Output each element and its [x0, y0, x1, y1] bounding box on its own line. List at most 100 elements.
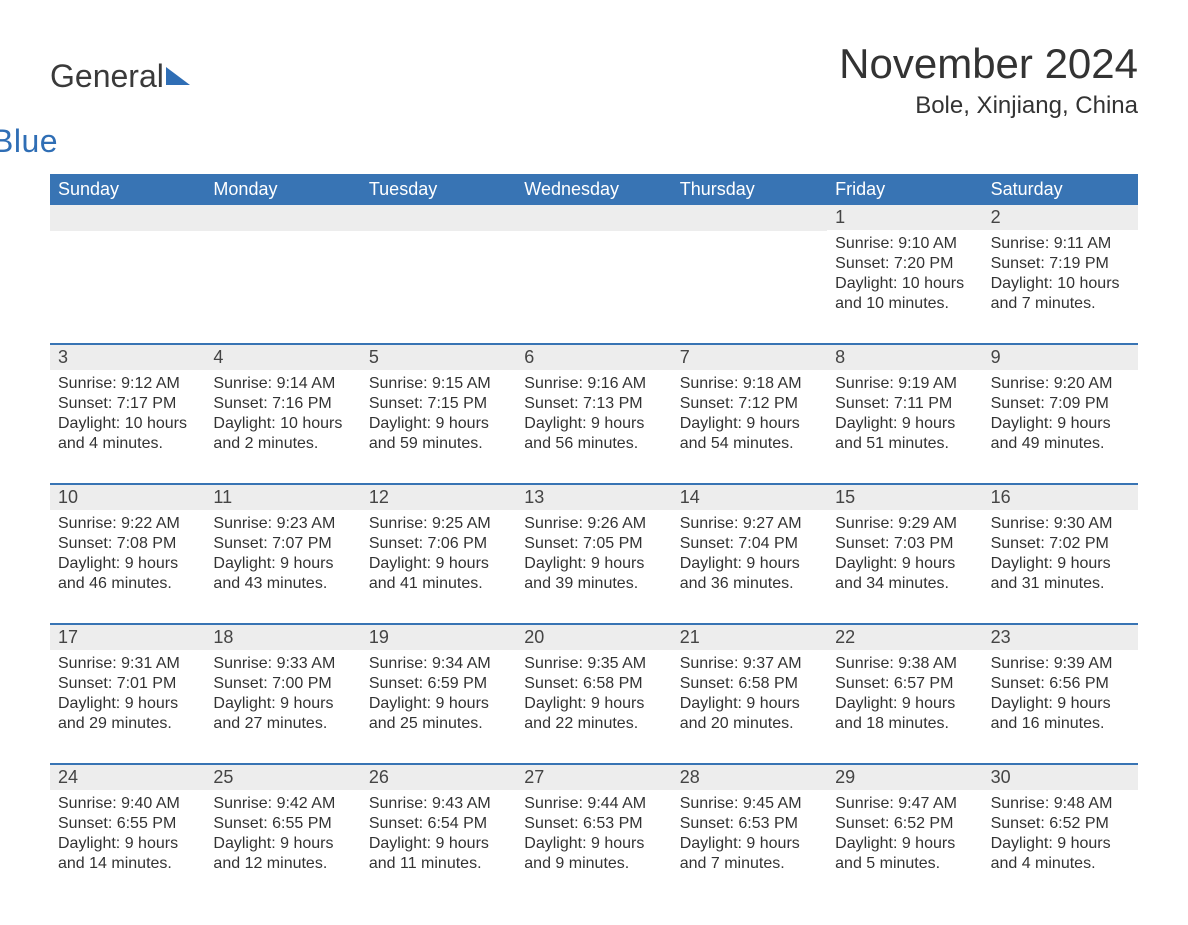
daylight-text: Daylight: 9 hours and 18 minutes.: [835, 694, 974, 734]
day-cell: 27Sunrise: 9:44 AMSunset: 6:53 PMDayligh…: [516, 765, 671, 885]
day-cell: 13Sunrise: 9:26 AMSunset: 7:05 PMDayligh…: [516, 485, 671, 605]
sunrise-text: Sunrise: 9:30 AM: [991, 514, 1130, 534]
day-number: 27: [516, 765, 671, 790]
day-cell: 30Sunrise: 9:48 AMSunset: 6:52 PMDayligh…: [983, 765, 1138, 885]
month-title: November 2024: [839, 40, 1138, 88]
sunrise-text: Sunrise: 9:34 AM: [369, 654, 508, 674]
sunset-text: Sunset: 7:09 PM: [991, 394, 1130, 414]
day-cell: 24Sunrise: 9:40 AMSunset: 6:55 PMDayligh…: [50, 765, 205, 885]
sunset-text: Sunset: 6:53 PM: [680, 814, 819, 834]
day-body: Sunrise: 9:42 AMSunset: 6:55 PMDaylight:…: [205, 790, 360, 882]
blank-day-bar: [361, 205, 516, 231]
week-row: 17Sunrise: 9:31 AMSunset: 7:01 PMDayligh…: [50, 623, 1138, 745]
day-body: Sunrise: 9:47 AMSunset: 6:52 PMDaylight:…: [827, 790, 982, 882]
day-cell: 2Sunrise: 9:11 AMSunset: 7:19 PMDaylight…: [983, 205, 1138, 325]
day-number: 17: [50, 625, 205, 650]
day-number: 23: [983, 625, 1138, 650]
day-body: Sunrise: 9:20 AMSunset: 7:09 PMDaylight:…: [983, 370, 1138, 462]
day-body: Sunrise: 9:22 AMSunset: 7:08 PMDaylight:…: [50, 510, 205, 602]
daylight-text: Daylight: 9 hours and 27 minutes.: [213, 694, 352, 734]
day-body: Sunrise: 9:15 AMSunset: 7:15 PMDaylight:…: [361, 370, 516, 462]
day-cell: 26Sunrise: 9:43 AMSunset: 6:54 PMDayligh…: [361, 765, 516, 885]
sunrise-text: Sunrise: 9:44 AM: [524, 794, 663, 814]
sunset-text: Sunset: 6:56 PM: [991, 674, 1130, 694]
sunrise-text: Sunrise: 9:19 AM: [835, 374, 974, 394]
day-number: 28: [672, 765, 827, 790]
sunset-text: Sunset: 7:08 PM: [58, 534, 197, 554]
sunrise-text: Sunrise: 9:20 AM: [991, 374, 1130, 394]
day-cell: 21Sunrise: 9:37 AMSunset: 6:58 PMDayligh…: [672, 625, 827, 745]
daylight-text: Daylight: 9 hours and 25 minutes.: [369, 694, 508, 734]
sunset-text: Sunset: 7:20 PM: [835, 254, 974, 274]
sunrise-text: Sunrise: 9:15 AM: [369, 374, 508, 394]
day-cell: 19Sunrise: 9:34 AMSunset: 6:59 PMDayligh…: [361, 625, 516, 745]
sunrise-text: Sunrise: 9:31 AM: [58, 654, 197, 674]
day-body: Sunrise: 9:37 AMSunset: 6:58 PMDaylight:…: [672, 650, 827, 742]
day-number: 1: [827, 205, 982, 230]
sunrise-text: Sunrise: 9:45 AM: [680, 794, 819, 814]
weeks-container: 1Sunrise: 9:10 AMSunset: 7:20 PMDaylight…: [50, 205, 1138, 885]
sunset-text: Sunset: 6:55 PM: [58, 814, 197, 834]
day-number: 19: [361, 625, 516, 650]
day-cell: 3Sunrise: 9:12 AMSunset: 7:17 PMDaylight…: [50, 345, 205, 465]
sunset-text: Sunset: 6:52 PM: [835, 814, 974, 834]
day-body: Sunrise: 9:39 AMSunset: 6:56 PMDaylight:…: [983, 650, 1138, 742]
day-header: Wednesday: [516, 174, 671, 205]
daylight-text: Daylight: 9 hours and 56 minutes.: [524, 414, 663, 454]
day-number: 16: [983, 485, 1138, 510]
sunrise-text: Sunrise: 9:18 AM: [680, 374, 819, 394]
blank-day-bar: [516, 205, 671, 231]
day-body: Sunrise: 9:18 AMSunset: 7:12 PMDaylight:…: [672, 370, 827, 462]
day-cell: 9Sunrise: 9:20 AMSunset: 7:09 PMDaylight…: [983, 345, 1138, 465]
day-body: Sunrise: 9:48 AMSunset: 6:52 PMDaylight:…: [983, 790, 1138, 882]
daylight-text: Daylight: 9 hours and 41 minutes.: [369, 554, 508, 594]
sunrise-text: Sunrise: 9:10 AM: [835, 234, 974, 254]
day-body: Sunrise: 9:44 AMSunset: 6:53 PMDaylight:…: [516, 790, 671, 882]
day-body: Sunrise: 9:34 AMSunset: 6:59 PMDaylight:…: [361, 650, 516, 742]
sunset-text: Sunset: 7:12 PM: [680, 394, 819, 414]
day-cell: 12Sunrise: 9:25 AMSunset: 7:06 PMDayligh…: [361, 485, 516, 605]
sunset-text: Sunset: 7:05 PM: [524, 534, 663, 554]
day-number: 15: [827, 485, 982, 510]
sunset-text: Sunset: 7:07 PM: [213, 534, 352, 554]
sunrise-text: Sunrise: 9:47 AM: [835, 794, 974, 814]
sunset-text: Sunset: 7:19 PM: [991, 254, 1130, 274]
sunrise-text: Sunrise: 9:25 AM: [369, 514, 508, 534]
day-header: Tuesday: [361, 174, 516, 205]
day-body: Sunrise: 9:10 AMSunset: 7:20 PMDaylight:…: [827, 230, 982, 322]
day-body: Sunrise: 9:29 AMSunset: 7:03 PMDaylight:…: [827, 510, 982, 602]
blank-day-bar: [205, 205, 360, 231]
daylight-text: Daylight: 10 hours and 2 minutes.: [213, 414, 352, 454]
day-number: 4: [205, 345, 360, 370]
day-body: Sunrise: 9:11 AMSunset: 7:19 PMDaylight:…: [983, 230, 1138, 322]
day-body: Sunrise: 9:30 AMSunset: 7:02 PMDaylight:…: [983, 510, 1138, 602]
sunrise-text: Sunrise: 9:11 AM: [991, 234, 1130, 254]
title-block: November 2024 Bole, Xinjiang, China: [839, 40, 1138, 120]
day-number: 22: [827, 625, 982, 650]
day-cell: [361, 205, 516, 325]
day-body: Sunrise: 9:31 AMSunset: 7:01 PMDaylight:…: [50, 650, 205, 742]
daylight-text: Daylight: 9 hours and 16 minutes.: [991, 694, 1130, 734]
day-cell: [50, 205, 205, 325]
sunset-text: Sunset: 7:00 PM: [213, 674, 352, 694]
day-body: Sunrise: 9:27 AMSunset: 7:04 PMDaylight:…: [672, 510, 827, 602]
daylight-text: Daylight: 9 hours and 9 minutes.: [524, 834, 663, 874]
sunset-text: Sunset: 7:01 PM: [58, 674, 197, 694]
day-header-row: SundayMondayTuesdayWednesdayThursdayFrid…: [50, 174, 1138, 205]
daylight-text: Daylight: 9 hours and 51 minutes.: [835, 414, 974, 454]
day-body: Sunrise: 9:33 AMSunset: 7:00 PMDaylight:…: [205, 650, 360, 742]
day-body: Sunrise: 9:43 AMSunset: 6:54 PMDaylight:…: [361, 790, 516, 882]
sunset-text: Sunset: 6:53 PM: [524, 814, 663, 834]
sunrise-text: Sunrise: 9:16 AM: [524, 374, 663, 394]
logo-text-general: General: [50, 58, 164, 94]
sunrise-text: Sunrise: 9:35 AM: [524, 654, 663, 674]
daylight-text: Daylight: 9 hours and 49 minutes.: [991, 414, 1130, 454]
sunset-text: Sunset: 7:15 PM: [369, 394, 508, 414]
sunset-text: Sunset: 6:57 PM: [835, 674, 974, 694]
sunrise-text: Sunrise: 9:42 AM: [213, 794, 352, 814]
day-number: 14: [672, 485, 827, 510]
sunset-text: Sunset: 6:58 PM: [524, 674, 663, 694]
day-number: 18: [205, 625, 360, 650]
sunset-text: Sunset: 7:16 PM: [213, 394, 352, 414]
day-body: Sunrise: 9:35 AMSunset: 6:58 PMDaylight:…: [516, 650, 671, 742]
